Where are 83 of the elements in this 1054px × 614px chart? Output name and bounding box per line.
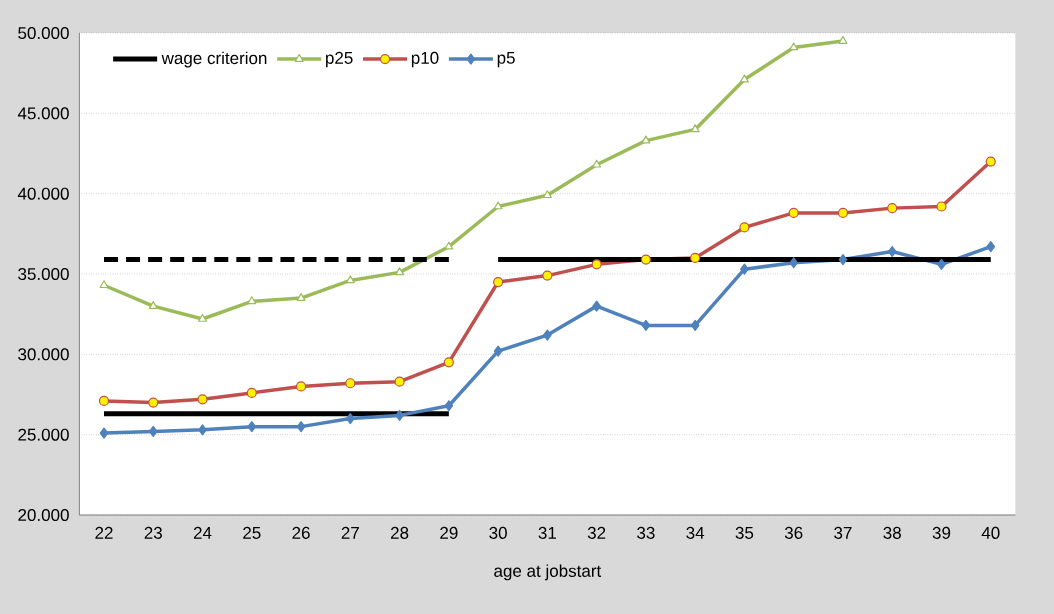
point <box>542 270 553 281</box>
point <box>543 329 552 341</box>
point <box>247 296 257 305</box>
point <box>887 203 898 214</box>
y-tick-label: 45.000 <box>17 107 69 120</box>
point <box>98 395 110 407</box>
point <box>394 376 405 387</box>
x-tick-label: 39 <box>932 526 951 539</box>
x-tick-label: 40 <box>981 526 1000 539</box>
point <box>296 421 306 433</box>
point <box>296 293 306 301</box>
point <box>740 263 749 275</box>
point <box>444 400 454 412</box>
x-tick-label: 22 <box>95 526 113 539</box>
point <box>739 222 750 233</box>
point <box>690 252 701 264</box>
x-tick-label: 33 <box>637 526 655 539</box>
point <box>789 42 799 51</box>
point <box>739 74 749 83</box>
x-tick-label: 28 <box>390 526 409 539</box>
y-tick-label: 40.000 <box>17 187 69 200</box>
x-tick-label: 27 <box>341 526 359 539</box>
legend-label: wage criterion <box>161 51 267 68</box>
x-tick-label: 36 <box>784 526 803 539</box>
x-tick-label: 37 <box>834 526 852 539</box>
point <box>198 424 207 436</box>
point <box>444 241 454 250</box>
point <box>99 427 109 439</box>
point <box>493 276 504 288</box>
point <box>985 156 996 167</box>
point <box>592 300 601 312</box>
point <box>345 413 355 425</box>
point <box>198 313 208 322</box>
point <box>197 394 208 405</box>
point <box>395 267 405 276</box>
point <box>148 301 158 309</box>
x-axis-title: age at jobstart <box>494 564 602 581</box>
point <box>641 135 651 144</box>
point <box>986 241 996 253</box>
point <box>837 207 849 219</box>
point <box>493 201 503 210</box>
legend-label: p25 <box>326 51 353 68</box>
point <box>789 257 799 269</box>
point <box>493 345 503 357</box>
x-tick-label: 30 <box>489 526 507 539</box>
point <box>345 275 355 284</box>
x-tick-label: 31 <box>538 526 556 539</box>
x-tick-label: 32 <box>587 526 606 539</box>
point <box>592 159 602 168</box>
y-tick-label: 25.000 <box>18 428 69 441</box>
legend-label: p5 <box>497 51 515 68</box>
x-tick-label: 34 <box>686 526 705 539</box>
point <box>641 319 651 332</box>
point <box>345 378 356 389</box>
x-tick-label: 38 <box>883 526 901 539</box>
x-tick-label: 26 <box>292 526 310 539</box>
point <box>246 387 257 398</box>
point <box>936 201 947 212</box>
point <box>542 190 552 199</box>
point <box>591 259 602 270</box>
point <box>148 397 159 408</box>
x-tick-label: 35 <box>735 526 754 539</box>
point <box>640 254 651 265</box>
legend-label: p10 <box>411 51 439 68</box>
point <box>295 381 307 392</box>
x-tick-label: 29 <box>440 526 458 539</box>
y-tick-label: 30.000 <box>18 348 69 361</box>
point <box>887 245 897 258</box>
point <box>838 253 848 266</box>
point <box>690 319 700 332</box>
y-tick-label: 35.000 <box>18 267 69 281</box>
point <box>788 207 799 219</box>
point <box>937 258 946 270</box>
point <box>690 124 700 133</box>
x-tick-label: 24 <box>193 526 212 539</box>
x-tick-label: 25 <box>243 526 261 539</box>
point <box>443 357 454 368</box>
point <box>838 35 848 44</box>
point <box>395 409 404 421</box>
y-tick-label: 50.000 <box>18 26 69 40</box>
y-tick-label: 20.000 <box>18 508 69 522</box>
point <box>148 425 158 438</box>
x-tick-label: 23 <box>144 526 162 539</box>
